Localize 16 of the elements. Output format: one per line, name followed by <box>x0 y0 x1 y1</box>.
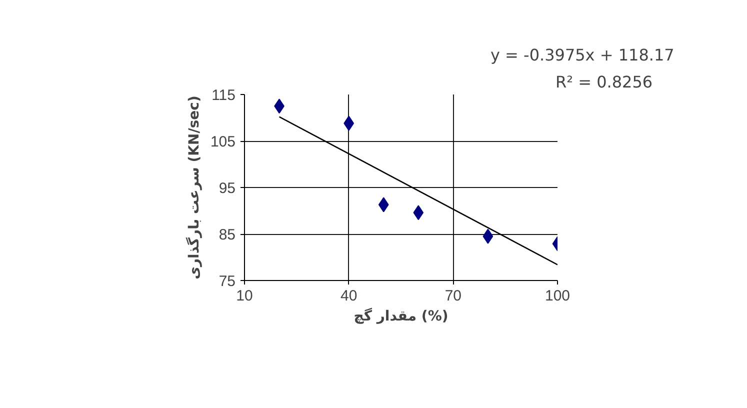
y-tick-label: 75 <box>218 273 236 290</box>
x-tick-label: 100 <box>544 288 570 304</box>
y-tick-label: 105 <box>210 134 236 150</box>
point <box>482 228 494 244</box>
x-tick-label: 70 <box>444 288 462 304</box>
y-tick-label: 115 <box>212 87 236 104</box>
y-tick-label: 85 <box>218 226 236 244</box>
x-axis-title: مقدار گچ (%) <box>354 308 448 324</box>
x-tick-label: 10 <box>236 288 253 304</box>
x-tick-label: 40 <box>340 288 358 304</box>
y-axis-title: سرعت بارگذاری (KN/sec) <box>185 96 202 280</box>
point <box>378 197 389 212</box>
point <box>413 205 424 220</box>
y-tick-label: 95 <box>218 180 236 197</box>
text: R² = 0.8256 <box>556 72 653 92</box>
text: y = -0.3975x + 118.17 <box>490 46 674 64</box>
